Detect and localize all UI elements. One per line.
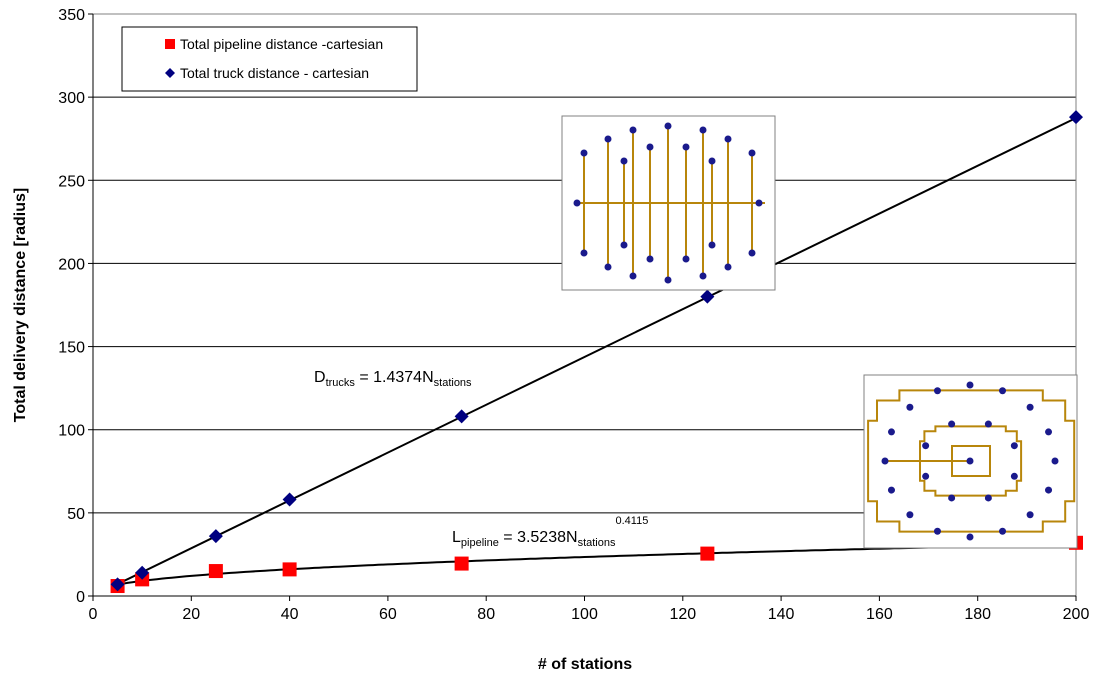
inset-station: [922, 442, 930, 450]
x-tick-label: 60: [379, 606, 397, 623]
inset-ring-inner: [919, 425, 1023, 497]
inset-station: [1010, 472, 1018, 480]
y-tick-label: 300: [58, 90, 85, 107]
truck-point: [1069, 110, 1083, 125]
inset-station: [646, 143, 654, 151]
inset-station: [922, 472, 930, 480]
legend: Total pipeline distance -cartesian Total…: [121, 26, 418, 92]
x-tick-label: 180: [964, 606, 991, 623]
inset-station: [664, 276, 672, 284]
inset-station: [966, 533, 974, 541]
inset-station: [620, 157, 628, 165]
inset-station: [906, 511, 914, 519]
truck-trendline: [117, 117, 1077, 585]
inset-station: [1010, 442, 1018, 450]
pipeline-point: [700, 546, 715, 561]
inset-station: [708, 157, 716, 165]
inset-station: [629, 272, 637, 280]
inset-station: [748, 249, 756, 257]
truck-equation-label: Dtrucks = 1.4374Nstations: [314, 369, 472, 389]
legend-marker-pipeline: [165, 39, 175, 49]
inset-station: [933, 387, 941, 395]
inset-station: [629, 126, 637, 134]
inset-station: [887, 486, 895, 494]
ring-network-inset: [863, 374, 1078, 549]
inset-station: [755, 199, 763, 207]
x-tick-label: 20: [182, 606, 200, 623]
pipeline-point: [454, 556, 469, 571]
axes: 0 50 100 150 200 250 300 350 0 20 40 60 80 100 120 140 1…: [58, 7, 1089, 623]
inset-station: [604, 263, 612, 271]
legend-marker-truck: [165, 68, 175, 78]
inset-station: [881, 457, 889, 465]
inset-station: [1026, 511, 1034, 519]
inset-station: [1051, 457, 1059, 465]
x-tick-label: 100: [571, 606, 598, 623]
markers: [110, 110, 1083, 594]
pipeline-point: [282, 562, 297, 577]
inset-station: [887, 428, 895, 436]
truck-point: [135, 565, 150, 580]
inset-station: [999, 387, 1007, 395]
truck-point: [282, 492, 297, 507]
pipeline-equation-label: Lpipeline = 3.5238Nstations0.4115: [452, 515, 648, 549]
truck-point: [208, 529, 223, 544]
inset-station: [1045, 428, 1053, 436]
y-tick-label: 50: [67, 506, 85, 523]
inset-station: [646, 255, 654, 263]
inset-station: [604, 135, 612, 143]
inset-station: [699, 126, 707, 134]
inset-station: [573, 199, 581, 207]
pipeline-trendline: [117, 543, 1077, 586]
inset-station: [1026, 403, 1034, 411]
inset-station: [906, 403, 914, 411]
y-tick-label: 250: [58, 173, 85, 190]
x-tick-label: 0: [89, 606, 98, 623]
y-tick-label: 350: [58, 7, 85, 24]
inset-station: [933, 527, 941, 535]
legend-label-truck: Total truck distance - cartesian: [180, 65, 369, 81]
inset-station: [682, 143, 690, 151]
y-tick-label: 100: [58, 423, 85, 440]
inset-station: [682, 255, 690, 263]
inset-station: [699, 272, 707, 280]
inset-station: [948, 494, 956, 502]
inset-ring-outer: [867, 389, 1076, 533]
legend-label-pipeline: Total pipeline distance -cartesian: [180, 36, 383, 52]
pipeline-point: [208, 564, 223, 579]
cartesian-network-inset: [561, 115, 776, 291]
inset-station: [748, 149, 756, 157]
truck-point: [110, 577, 125, 592]
x-tick-label: 160: [866, 606, 893, 623]
x-axis-title: # of stations: [538, 656, 632, 673]
inset-station: [948, 420, 956, 428]
inset-station: [580, 249, 588, 257]
truck-point: [454, 409, 469, 424]
x-tick-label: 120: [669, 606, 696, 623]
inset-station: [620, 241, 628, 249]
inset-station: [1045, 486, 1053, 494]
y-tick-label: 200: [58, 256, 85, 273]
inset-station: [966, 457, 974, 465]
inset-station: [664, 122, 672, 130]
x-tick-label: 140: [768, 606, 795, 623]
x-tick-label: 40: [281, 606, 299, 623]
y-tick-label: 0: [76, 589, 85, 606]
truck-point: [700, 289, 715, 304]
inset-station: [708, 241, 716, 249]
y-axis-title: Total delivery distance [radius]: [12, 188, 29, 422]
inset-station: [984, 494, 992, 502]
inset-station: [724, 263, 732, 271]
x-tick-label: 80: [477, 606, 495, 623]
inset-station: [966, 381, 974, 389]
x-tick-label: 200: [1063, 606, 1090, 623]
y-tick-label: 150: [58, 340, 85, 357]
inset-station: [984, 420, 992, 428]
inset-station: [580, 149, 588, 157]
inset-station: [724, 135, 732, 143]
inset-station: [999, 527, 1007, 535]
